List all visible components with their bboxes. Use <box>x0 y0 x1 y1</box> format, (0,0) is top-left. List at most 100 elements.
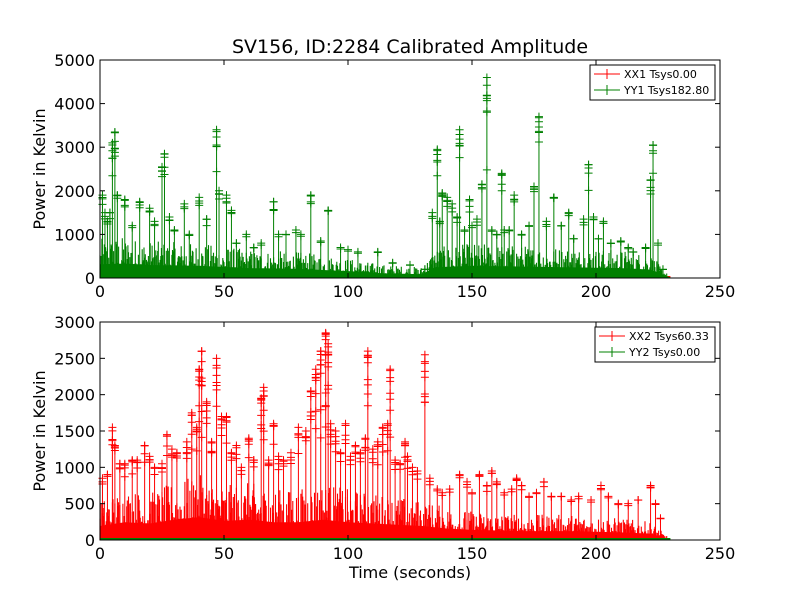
top-series-2-marker-44-3 <box>428 214 437 223</box>
bottom-x-tick-label-1: 0 <box>95 544 105 563</box>
top-series-2-marker-21-6 <box>212 142 221 151</box>
bottom-series-1-marker-69-2 <box>445 488 454 497</box>
bottom-series-1-marker-6-4 <box>120 472 129 481</box>
top-series-2-marker-60-5 <box>497 171 506 180</box>
top-subplot: 0 50 100 150 200 250 0 1000 2000 3000 4000 5000 Pow… <box>30 51 735 301</box>
top-series-2-marker-6-7 <box>110 152 119 161</box>
bottom-series-1-marker-55-5 <box>373 460 382 469</box>
top-series-2-marker-17-3 <box>180 204 189 213</box>
top-series-2-marker-57-1 <box>482 73 491 82</box>
top-series-2-marker-67-5 <box>534 113 543 122</box>
top-series-2-marker-29-4 <box>269 206 278 215</box>
bottom-series-1-marker-35-4 <box>274 465 283 474</box>
bottom-series-1-marker-83-3 <box>539 482 548 491</box>
top-series-2-marker-11-3 <box>145 207 154 216</box>
bottom-series-1-marker-20-3 <box>197 347 206 356</box>
bottom-series-1-marker-32-5 <box>259 386 268 395</box>
top-series-2-marker-14-6 <box>160 170 169 179</box>
bottom-series-1-marker-32-7 <box>259 435 268 444</box>
top-x-tick-label-5: 200 <box>581 282 612 301</box>
bottom-series-1-marker-54-4 <box>368 458 377 467</box>
bottom-series-1-marker-41-7 <box>311 424 320 433</box>
top-series-2-marker-60-4 <box>497 186 506 195</box>
bottom-series-1-marker-45-4 <box>326 430 335 439</box>
bottom-series-1-marker-44-9 <box>324 350 333 359</box>
bottom-series-1-marker-29-5 <box>244 453 253 462</box>
bottom-series-1-marker-34-4 <box>269 440 278 449</box>
bottom-series-1-marker-23-6 <box>212 402 221 411</box>
top-series-2-marker-49-3 <box>448 207 457 216</box>
top-axis-ticks: 0 50 100 150 200 250 0 1000 2000 3000 4000 5000 <box>54 51 735 301</box>
top-series-2-marker-76-2 <box>594 234 603 243</box>
bottom-x-tick-label-2: 50 <box>214 544 234 563</box>
bottom-series-1-marker-29-4 <box>244 437 253 446</box>
bottom-series-1-marker-58-6 <box>386 406 395 415</box>
bottom-series-1-marker-42-8 <box>316 350 325 359</box>
bottom-series-1-marker-76-3 <box>492 480 501 489</box>
bottom-series-1-marker-21-5 <box>202 419 211 428</box>
bottom-series-1-marker-3-2 <box>108 426 117 435</box>
top-x-tick-label-4: 150 <box>457 282 488 301</box>
bottom-series-1-marker-17-5 <box>187 430 196 439</box>
bottom-series-1-marker-12-4 <box>158 464 166 473</box>
bottom-series-1-marker-43-8 <box>321 329 330 338</box>
bottom-series-1-marker-9-3 <box>140 449 149 458</box>
top-series-2-marker-31-2 <box>282 230 290 239</box>
top-series-2-marker-47-4 <box>438 192 447 201</box>
bottom-series-1-marker-22-5 <box>207 448 216 457</box>
top-series-2-marker-23-4 <box>222 197 231 206</box>
bottom-series-1-marker-21-6 <box>202 407 211 416</box>
bottom-series-1-marker-74-3 <box>482 487 491 496</box>
bottom-series-1-marker-89-3 <box>596 485 605 494</box>
bottom-series-1-marker-81-2 <box>525 493 534 502</box>
bottom-series-1-marker-48-2 <box>341 421 350 430</box>
bottom-series-1-marker-53-8 <box>363 401 372 410</box>
top-series-2-marker-74-5 <box>584 186 593 195</box>
bottom-series-1-marker-46-4 <box>331 437 340 446</box>
bottom-series-1-marker-53-7 <box>363 390 372 399</box>
bottom-series-1-marker-28-3 <box>237 470 246 479</box>
bottom-series-1-marker-42-7 <box>316 405 325 414</box>
top-series-2-marker-66-4 <box>530 187 538 196</box>
bottom-series-1-marker-38-5 <box>294 449 303 458</box>
bottom-series-1-marker-44-7 <box>324 362 333 371</box>
bottom-series-1-marker-42-9 <box>316 433 325 442</box>
bottom-series-1-marker-58-3 <box>386 366 395 375</box>
bottom-series-1-base-band <box>100 517 671 540</box>
top-legend-label-xx1: XX1 Tsys0.00 <box>624 68 697 81</box>
top-series-2-marker-45-5 <box>433 171 442 180</box>
bottom-legend: XX2 Tsys60.33 YY2 Tsys0.00 <box>594 326 716 363</box>
top-series-2-marker-37-2 <box>336 245 345 254</box>
bottom-series-1-marker-88-2 <box>587 498 596 507</box>
top-series-2-marker-19-4 <box>195 201 204 210</box>
bottom-series-1-marker-39-5 <box>301 433 310 442</box>
bottom-x-tick-label-6: 250 <box>705 544 736 563</box>
bottom-series-1-marker-40-3 <box>306 387 315 396</box>
bottom-series-1-marker-73-3 <box>475 471 484 480</box>
bottom-series-1-marker-68-2 <box>438 491 447 500</box>
bottom-series-1-marker-24-5 <box>217 420 226 429</box>
bottom-series-1-marker-71-3 <box>463 483 472 492</box>
top-series-group <box>98 73 671 278</box>
top-series-2-marker-51-5 <box>455 153 464 162</box>
top-series-2-marker-32-2 <box>291 228 300 237</box>
bottom-series-1-marker-61-4 <box>401 441 410 450</box>
top-series-2-marker-16-2 <box>170 226 179 235</box>
bottom-series-1-marker-42-3 <box>316 369 325 378</box>
top-series-2-marker-26-2 <box>242 232 251 241</box>
top-series-2-marker-57-9 <box>482 165 491 174</box>
bottom-series-1-marker-40-7 <box>306 415 315 424</box>
bottom-series-1-marker-75-3 <box>487 469 496 478</box>
bottom-x-tick-label-4: 150 <box>457 544 488 563</box>
bottom-series-1-marker-93-2 <box>634 496 643 505</box>
bottom-series-1-marker-27-4 <box>232 454 241 463</box>
bottom-series-1-marker-55-4 <box>373 442 382 451</box>
bottom-legend-label-yy2: YY2 Tsys0.00 <box>628 346 700 359</box>
top-series-2-marker-58-2 <box>487 227 496 236</box>
top-series-2-marker-67-7 <box>534 127 543 136</box>
top-series-2-marker-41-2 <box>388 259 397 268</box>
bottom-series-1-marker-32-6 <box>259 427 268 436</box>
top-series-2-marker-51-6 <box>455 142 464 151</box>
top-y-tick-label-5: 4000 <box>54 95 95 114</box>
bottom-series-1-marker-86-2 <box>567 497 576 506</box>
